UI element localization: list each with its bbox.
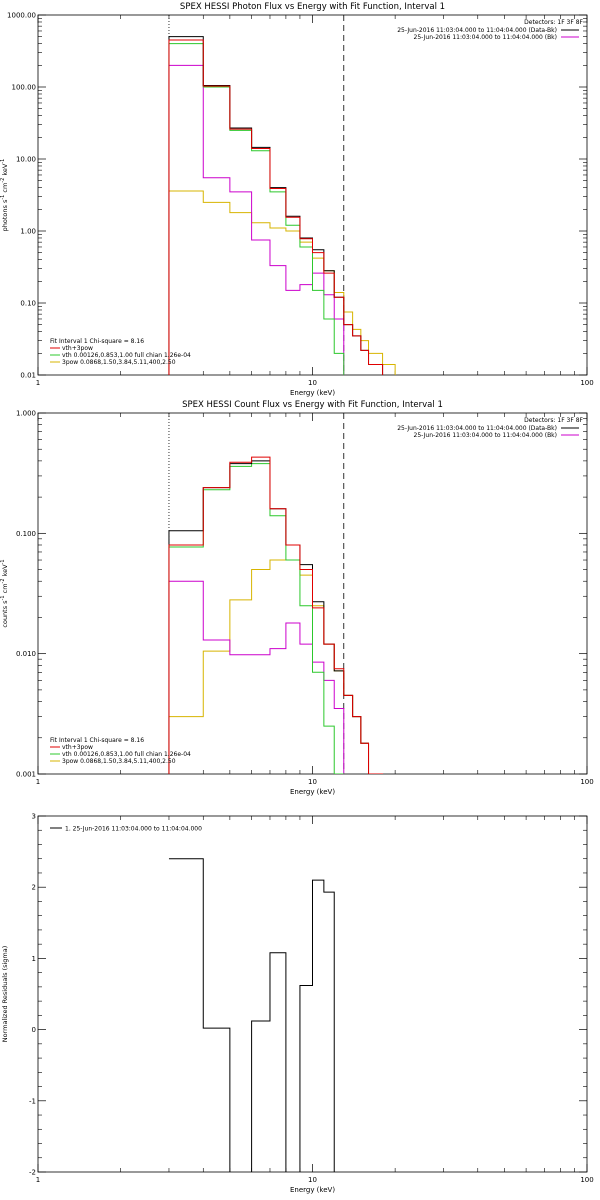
series-line-vth-3pow [168,39,384,375]
x-axis-label: Energy (keV) [290,389,335,397]
legend-time-range: 25-Jun-2016 11:03:04.000 to 11:04:04.000… [397,425,557,432]
y-axis-label-exponent: -1 [0,159,6,164]
plot-area [168,15,396,375]
y-tick-label: 0.100 [16,530,36,538]
y-tick-label: 10.00 [16,156,36,164]
y-tick-label: 1.000 [16,410,36,418]
y-tick-label: -1 [29,1097,36,1105]
x-tick-label: 10 [308,379,317,387]
legend-entry: vth 0.00126,0.853,1.00 full chian 1.26e-… [62,352,191,359]
legend-time-range: 25-Jun-2016 11:03:04.000 to 11:04:04.000… [397,27,557,34]
chart-title: SPEX HESSI Photon Flux vs Energy with Fi… [180,2,445,12]
y-tick-label: 100.00 [12,84,37,92]
legend-entry: vth 0.00126,0.853,1.00 full chian 1.26e-… [62,751,191,758]
legend-time-range: 25-Jun-2016 11:03:04.000 to 11:04:04.000… [414,432,557,439]
chart-title: SPEX HESSI Count Flux vs Energy with Fit… [182,400,443,410]
y-axis-label-exponent: -2 [0,178,6,183]
y-axis-label-text: photons s [1,199,9,231]
plot-area [168,413,384,774]
y-axis-label-text: counts s [1,600,9,628]
x-tick-label: 100 [580,379,593,387]
x-axis-label: Energy (keV) [290,788,335,796]
y-tick-label: 2 [32,884,36,892]
fit-interval-label: Fit Interval 1 Chi-square = 8.16 [50,338,144,345]
x-tick-label: 1 [36,778,40,786]
plot-area [168,858,335,1172]
legend-entry: vth+3pow [62,345,93,352]
x-tick-label: 1 [36,1176,40,1184]
y-axis-label-text: cm [1,583,9,595]
y-tick-label: 3 [32,813,36,821]
detectors-label: Detectors: 1F 3F 8F [524,19,583,26]
legend-time-range: 25-Jun-2016 11:03:04.000 to 11:04:04.000… [414,34,557,41]
legend-entry: 3pow 0.0868,1.50,3.84,5.11,400,2.50 [62,758,176,765]
legend-entry: vth+3pow [62,744,93,751]
y-tick-label: 0.01 [20,372,36,380]
detectors-label: Detectors: 1F 3F 8F [524,417,583,424]
series-line-series-4 [168,580,345,774]
x-tick-label: 100 [580,1176,593,1184]
series-line-series-4 [168,64,345,375]
y-axis-label-exponent: -1 [0,595,6,600]
y-axis-label-exponent: -1 [0,559,6,564]
chart-panel-3: 1 10 100 Energy (keV) -2 -1 0 1 2 3 Normalized Res… [1,813,594,1195]
y-tick-label: 0.010 [16,650,36,658]
series-line-3pow [168,190,396,375]
legend-entry: 3pow 0.0868,1.50,3.84,5.11,400,2.50 [62,359,176,366]
series-line-1- [168,858,335,1172]
y-axis-label-text: keV [1,163,9,178]
y-tick-label: 0.10 [20,300,36,308]
y-tick-label: 1000.00 [7,12,36,20]
y-tick-label: 0 [32,1026,36,1034]
chart-panel-1: SPEX HESSI Photon Flux vs Energy with Fi… [0,2,594,397]
x-tick-label: 100 [580,778,593,786]
y-tick-label: 0.001 [16,771,36,779]
y-axis-label-exponent: -2 [0,578,6,583]
y-axis-label: photons s-1 cm-2 keV-1 [0,159,9,232]
y-axis-label-text: cm [1,183,9,195]
y-tick-label: 1 [32,955,36,963]
y-tick-label: -2 [29,1169,36,1177]
series-line-vth-3pow [168,456,384,774]
x-tick-label: 1 [36,379,40,387]
chart-panel-2: SPEX HESSI Count Flux vs Energy with Fit… [0,400,594,796]
series-line-vth [168,43,345,375]
plot-frame [37,815,588,1173]
x-axis-label: Energy (keV) [290,1186,335,1194]
y-axis-label: Normalized Residuals (sigma) [1,946,9,1043]
legend-entry: 1. 25-Jun-2016 11:03:04.000 to 11:04:04.… [65,826,202,833]
x-tick-label: 10 [308,778,317,786]
y-axis-label-exponent: -1 [0,195,6,200]
y-axis-label-text: keV [1,564,9,579]
plot-frame [37,14,588,376]
y-axis-label: counts s-1 cm-2 keV-1 [0,559,9,627]
fit-interval-label: Fit Interval 1 Chi-square = 8.16 [50,737,144,744]
y-tick-label: 1.00 [20,228,36,236]
x-tick-label: 10 [308,1176,317,1184]
